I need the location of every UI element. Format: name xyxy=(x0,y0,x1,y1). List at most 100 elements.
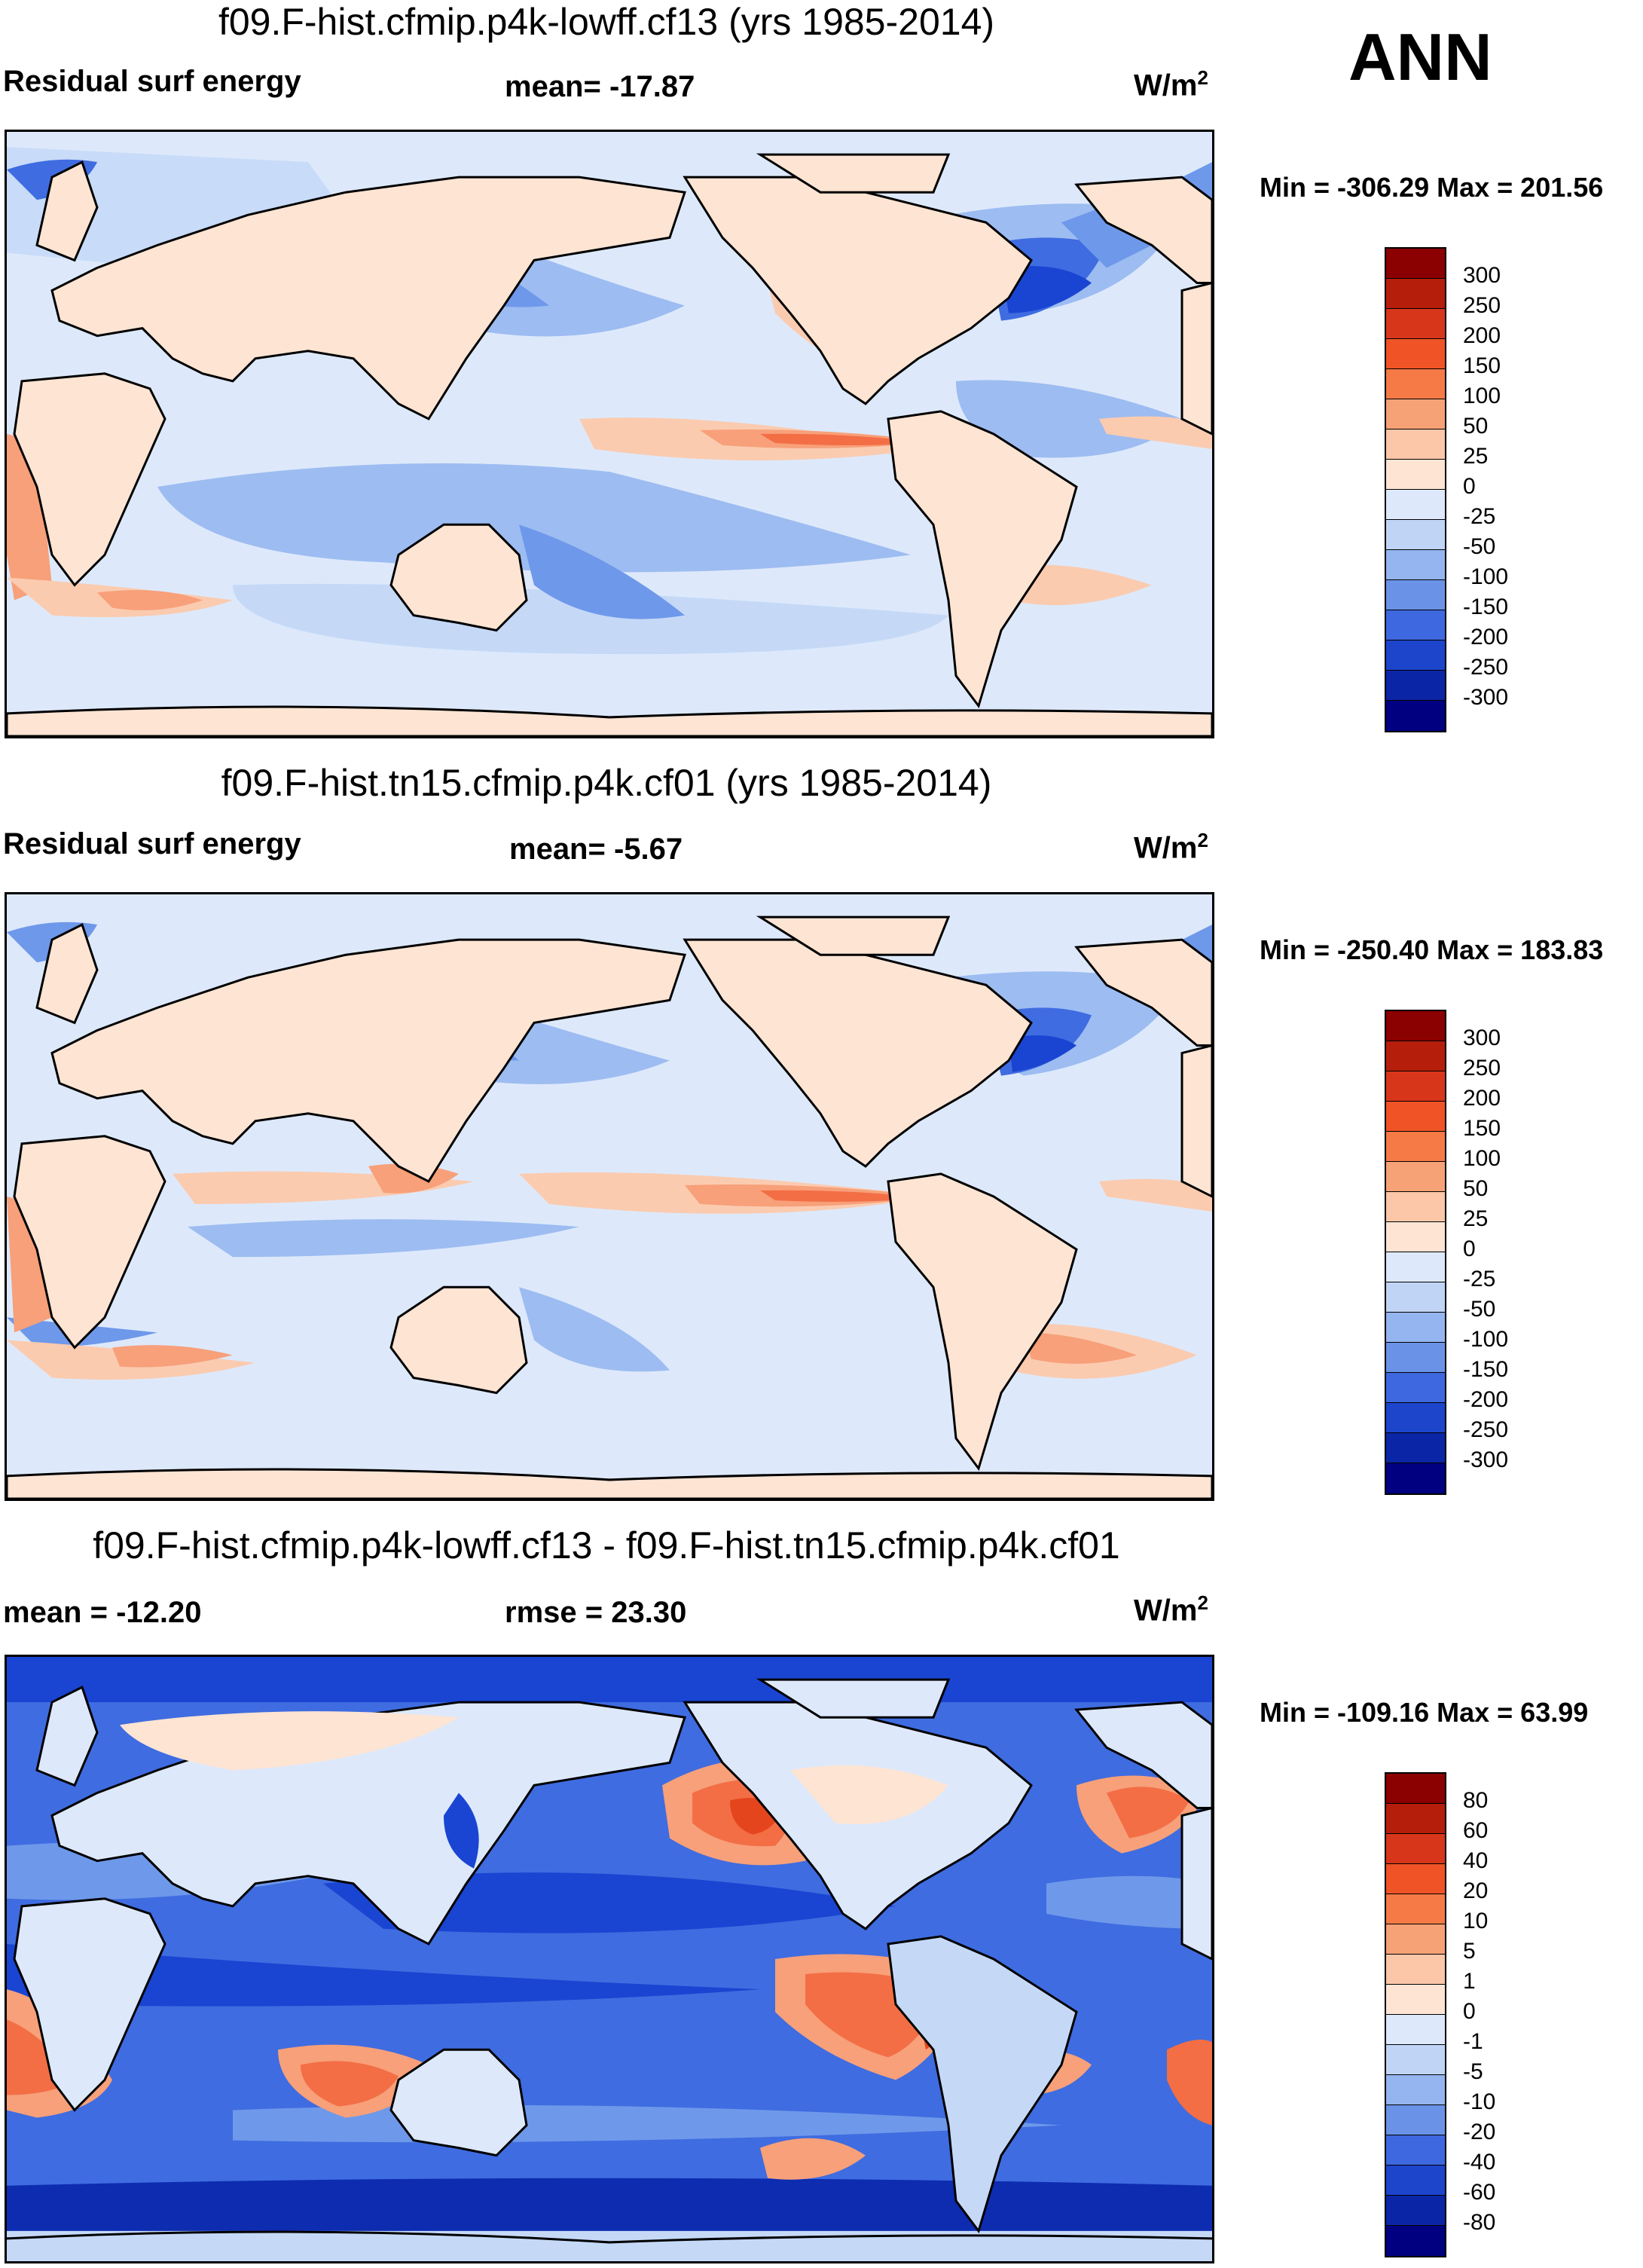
colorbar-tick-label: -80 xyxy=(1463,2210,1496,2235)
colorbar-swatch xyxy=(1386,1804,1445,1834)
colorbar-swatch xyxy=(1386,2135,1445,2166)
colorbar-swatch xyxy=(1386,369,1445,399)
colorbar-swatch xyxy=(1386,309,1445,339)
colorbar-tick-label: -250 xyxy=(1463,1417,1509,1442)
colorbar-swatch xyxy=(1386,399,1445,429)
panel2-colorbar xyxy=(1385,1010,1446,1495)
colorbar-tick-label: 1 xyxy=(1463,1969,1476,1994)
colorbar-tick-label: -1 xyxy=(1463,2029,1483,2054)
panel1-mean-label: mean= -17.87 xyxy=(505,70,695,103)
colorbar-tick-label: -10 xyxy=(1463,2089,1496,2114)
colorbar-swatch xyxy=(1386,580,1445,610)
colorbar-swatch xyxy=(1386,610,1445,640)
colorbar-tick-label: 300 xyxy=(1463,263,1501,288)
colorbar-swatch xyxy=(1386,490,1445,520)
colorbar-tick-label: 150 xyxy=(1463,1116,1501,1141)
colorbar-tick-label: -150 xyxy=(1463,1357,1509,1382)
colorbar-swatch xyxy=(1386,460,1445,490)
colorbar-swatch xyxy=(1386,701,1445,731)
colorbar-tick-label: -250 xyxy=(1463,655,1509,680)
colorbar-swatch xyxy=(1386,2105,1445,2135)
colorbar-swatch xyxy=(1386,1162,1445,1192)
colorbar-tick-label: -40 xyxy=(1463,2150,1496,2175)
colorbar-tick-label: 50 xyxy=(1463,414,1489,439)
colorbar-swatch xyxy=(1386,1834,1445,1864)
colorbar-tick-label: -100 xyxy=(1463,1327,1509,1352)
colorbar-tick-label: 10 xyxy=(1463,1909,1489,1933)
colorbar-swatch xyxy=(1386,2045,1445,2075)
colorbar-tick-label: 80 xyxy=(1463,1788,1489,1813)
colorbar-swatch xyxy=(1386,1924,1445,1955)
colorbar-swatch xyxy=(1386,1192,1445,1222)
colorbar-tick-label: 0 xyxy=(1463,1236,1476,1261)
colorbar-swatch xyxy=(1386,520,1445,550)
colorbar-tick-label: 200 xyxy=(1463,1086,1501,1111)
colorbar-swatch xyxy=(1386,1132,1445,1162)
colorbar-swatch xyxy=(1386,1071,1445,1102)
colorbar-tick-label: 25 xyxy=(1463,444,1489,469)
colorbar-swatch xyxy=(1386,1041,1445,1071)
colorbar-tick-label: 250 xyxy=(1463,293,1501,318)
colorbar-tick-label: -60 xyxy=(1463,2180,1496,2205)
panel2-title: f09.F-hist.tn15.cfmip.p4k.cf01 (yrs 1985… xyxy=(221,762,992,804)
colorbar-swatch xyxy=(1386,1955,1445,1985)
colorbar-swatch xyxy=(1386,1985,1445,2015)
colorbar-tick-label: 50 xyxy=(1463,1176,1489,1201)
panel3-title: f09.F-hist.cfmip.p4k-lowff.cf13 - f09.F-… xyxy=(93,1524,1120,1567)
panel3-rmse-label: rmse = 23.30 xyxy=(505,1596,687,1629)
colorbar-swatch xyxy=(1386,1433,1445,1463)
panel1-variable-label: Residual surf energy xyxy=(3,65,301,98)
colorbar-tick-label: 0 xyxy=(1463,474,1476,499)
colorbar-swatch xyxy=(1386,1102,1445,1132)
panel3-colorbar xyxy=(1385,1772,1446,2257)
colorbar-swatch xyxy=(1386,1252,1445,1282)
colorbar-swatch xyxy=(1386,640,1445,671)
colorbar-tick-label: 40 xyxy=(1463,1848,1489,1873)
colorbar-tick-label: -150 xyxy=(1463,595,1509,619)
colorbar-swatch xyxy=(1386,429,1445,460)
colorbar-tick-label: -50 xyxy=(1463,1297,1496,1322)
colorbar-tick-label: 25 xyxy=(1463,1206,1489,1231)
colorbar-tick-label: -300 xyxy=(1463,1447,1509,1472)
panel3-minmax: Min = -109.16 Max = 63.99 xyxy=(1260,1697,1589,1728)
panel2-map xyxy=(5,892,1214,1501)
panel2-units: W/m2 xyxy=(1134,829,1208,865)
colorbar-tick-label: -20 xyxy=(1463,2120,1496,2144)
panel1-map-svg xyxy=(7,132,1212,736)
colorbar-swatch xyxy=(1386,339,1445,369)
colorbar-tick-label: -200 xyxy=(1463,1387,1509,1412)
colorbar-tick-label: 5 xyxy=(1463,1939,1476,1964)
panel1-minmax: Min = -306.29 Max = 201.56 xyxy=(1260,172,1604,203)
colorbar-swatch xyxy=(1386,2075,1445,2105)
panel1-map xyxy=(5,130,1214,738)
colorbar-swatch xyxy=(1386,1222,1445,1252)
colorbar-swatch xyxy=(1386,1463,1445,1493)
colorbar-swatch xyxy=(1386,1011,1445,1041)
colorbar-tick-label: 0 xyxy=(1463,1999,1476,2024)
colorbar-tick-label: 60 xyxy=(1463,1818,1489,1843)
colorbar-swatch xyxy=(1386,2226,1445,2256)
colorbar-tick-label: 200 xyxy=(1463,323,1501,348)
colorbar-tick-label: 100 xyxy=(1463,1146,1501,1171)
colorbar-swatch xyxy=(1386,1313,1445,1343)
colorbar-swatch xyxy=(1386,1894,1445,1924)
colorbar-tick-label: 20 xyxy=(1463,1878,1489,1903)
colorbar-swatch xyxy=(1386,1774,1445,1804)
colorbar-tick-label: 250 xyxy=(1463,1056,1501,1081)
colorbar-swatch xyxy=(1386,249,1445,279)
panel2-variable-label: Residual surf energy xyxy=(3,827,301,860)
panel3-mean-label: mean = -12.20 xyxy=(3,1596,202,1629)
colorbar-swatch xyxy=(1386,279,1445,309)
colorbar-tick-label: -300 xyxy=(1463,685,1509,710)
colorbar-swatch xyxy=(1386,1864,1445,1894)
colorbar-tick-label: -5 xyxy=(1463,2059,1483,2084)
colorbar-swatch xyxy=(1386,1282,1445,1313)
colorbar-tick-label: -50 xyxy=(1463,534,1496,559)
panel1-title: f09.F-hist.cfmip.p4k-lowff.cf13 (yrs 198… xyxy=(218,1,995,43)
colorbar-tick-label: -25 xyxy=(1463,1267,1496,1291)
panel2-minmax: Min = -250.40 Max = 183.83 xyxy=(1260,934,1604,965)
panel3-map xyxy=(5,1655,1214,2263)
colorbar-tick-label: 100 xyxy=(1463,384,1501,408)
season-label: ANN xyxy=(1348,20,1492,94)
colorbar-tick-label: -200 xyxy=(1463,625,1509,650)
